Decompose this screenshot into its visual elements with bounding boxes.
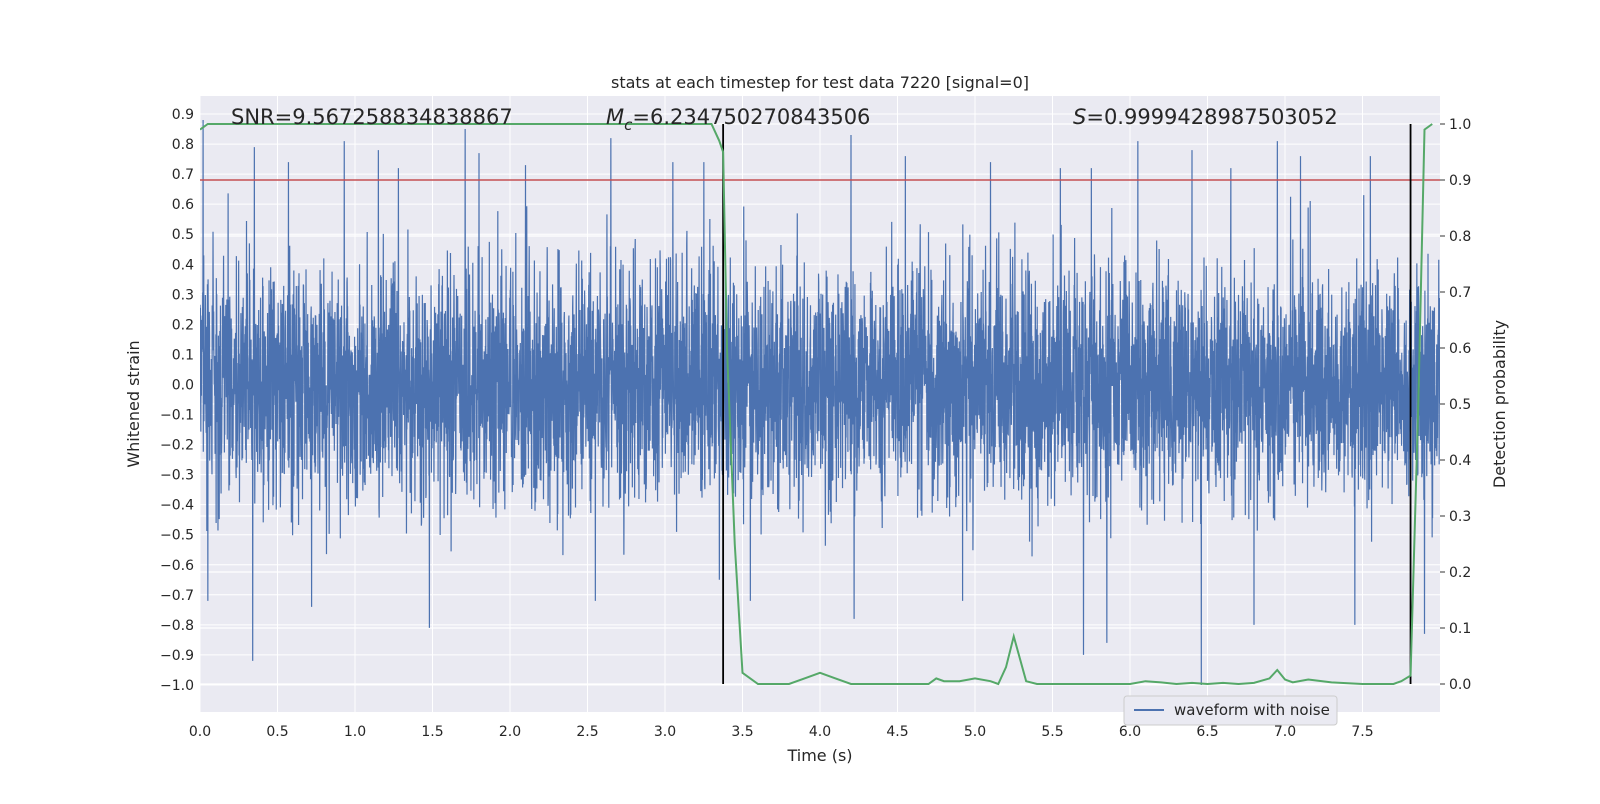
y-tick-label: 0.5 [172,227,194,243]
y2-tick-label: 0.7 [1449,285,1471,301]
y-tick-label: 0.3 [172,287,194,303]
chart-title: stats at each timestep for test data 722… [611,73,1029,92]
y2-tick-label: 0.6 [1449,341,1471,357]
y-tick-label: 0.6 [172,197,194,213]
x-tick-label: 0.5 [266,724,288,740]
x-axis-label: Time (s) [786,746,852,765]
y-tick-label: 0.0 [172,377,194,393]
y2-tick-label: 0.0 [1449,677,1471,693]
y-tick-label: −0.7 [160,588,194,604]
ticks: 0.0 0.5 1.0 1.5 2.0 2.5 3.0 3.5 4.0 4.5 5.0 5.5 6.0 6… [160,107,1471,740]
y-tick-label: 0.2 [172,317,194,333]
y-tick-label: −0.8 [160,618,194,634]
y2-tick-label: 0.3 [1449,509,1471,525]
legend-label: waveform with noise [1174,701,1330,719]
overlays [200,123,1440,686]
y-tick-label: −0.4 [160,498,194,514]
y2-tick-label: 0.8 [1449,229,1471,245]
mc-symbol: M [606,105,624,129]
y-tick-label: −0.6 [160,558,194,574]
s-annotation: S=0.9999428987503052 [1073,105,1338,129]
x-tick-label: 6.0 [1119,724,1141,740]
x-tick-label: 4.0 [809,724,831,740]
x-tick-label: 1.5 [421,724,443,740]
y2-tick-label: 0.9 [1449,173,1471,189]
y-tick-label: −0.9 [160,648,194,664]
y-tick-label: 0.1 [172,347,194,363]
x-tick-label: 2.0 [499,724,521,740]
mc-value: =6.234750270843506 [632,105,870,129]
x-tick-label: 0.0 [189,724,211,740]
x-tick-label: 3.5 [731,724,753,740]
x-tick-label: 5.0 [964,724,986,740]
x-tick-label: 7.0 [1274,724,1296,740]
x-tick-label: 7.5 [1351,724,1373,740]
s-symbol: S [1073,105,1086,129]
y-tick-label: 0.7 [172,167,194,183]
y-tick-label: 0.8 [172,137,194,153]
y2-tick-label: 0.5 [1449,397,1471,413]
y2-tick-label: 0.1 [1449,621,1471,637]
x-tick-label: 5.5 [1041,724,1063,740]
x-tick-label: 4.5 [886,724,908,740]
y2-tick-label: 0.4 [1449,453,1471,469]
x-tick-label: 2.5 [576,724,598,740]
y2-tick-label: 1.0 [1449,117,1471,133]
y-tick-label: −0.3 [160,468,194,484]
y2-tick-label: 0.2 [1449,565,1471,581]
x-tick-label: 3.0 [654,724,676,740]
s-value: =0.9999428987503052 [1086,105,1337,129]
legend: waveform with noise [1123,695,1338,726]
x-tick-label: 6.5 [1196,724,1218,740]
x-tick-label: 1.0 [344,724,366,740]
y-tick-label: −0.5 [160,528,194,544]
y-tick-label: −1.0 [160,678,194,694]
probability-line [200,123,1433,686]
mc-annotation: Mc=6.234750270843506 [606,105,870,134]
y-tick-label: −0.1 [160,408,194,424]
y-tick-label: 0.4 [172,257,194,273]
y-axis-label: Whitened strain [124,340,143,467]
waveform-series [200,120,1440,685]
legend-box [1123,695,1338,726]
y-tick-label: −0.2 [160,438,194,454]
waveform-line [200,120,1440,685]
y2-axis-label: Detection probability [1490,320,1509,488]
snr-annotation: SNR=9.567258834838867 [231,105,513,129]
mc-subscript: c [624,116,633,134]
y-tick-label: 0.9 [172,107,194,123]
